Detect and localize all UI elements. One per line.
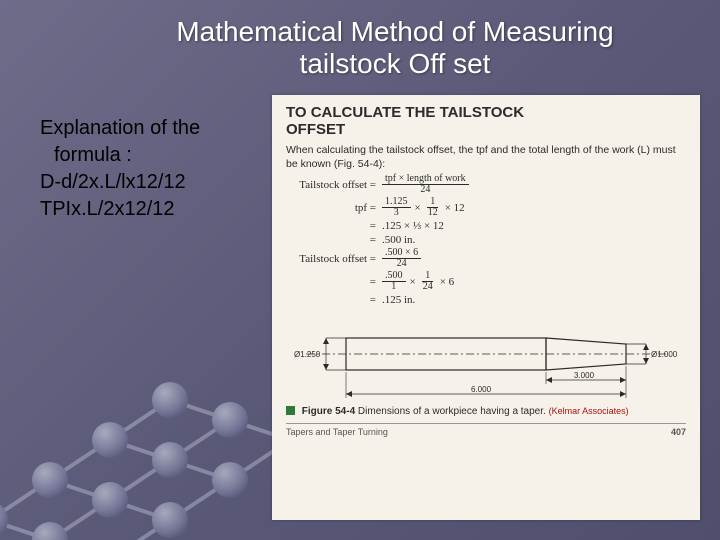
fraction: 1.125 3	[382, 197, 411, 218]
eq-rhs: .125 × ⅓ × 12	[382, 220, 444, 232]
figure-bullet-icon	[286, 406, 295, 415]
fraction: .500 × 6 24	[382, 248, 421, 269]
footer-page: 407	[671, 427, 686, 437]
left-formula2: TPIx.L/2x12/12	[40, 196, 260, 223]
excerpt-heading-line1: TO CALCULATE THE TAILSTOCK	[286, 104, 524, 121]
eq-lhs: Tailstock offset =	[286, 253, 376, 265]
title-line1: Mathematical Method of Measuring	[176, 16, 613, 47]
eq-rhs: 1.125 3 × 1 12 × 12	[382, 197, 465, 218]
footer-title: Tapers and Taper Turning	[286, 427, 388, 437]
slide: Mathematical Method of Measuring tailsto…	[0, 0, 720, 540]
fraction: .500 1	[382, 271, 406, 292]
eq-row: = .500 in.	[286, 234, 686, 246]
svg-text:3.000: 3.000	[574, 371, 595, 380]
page-footer: Tapers and Taper Turning 407	[286, 423, 686, 437]
svg-text:Ø1.250: Ø1.250	[294, 350, 321, 359]
figure-caption-text: Dimensions of a workpiece having a taper…	[358, 406, 546, 417]
left-explanation: Explanation of the formula : D-d/2x.L/lx…	[40, 115, 260, 223]
excerpt-heading: TO CALCULATE THE TAILSTOCK OFFSET	[286, 105, 686, 138]
eq-lhs: =	[286, 234, 376, 246]
eq-row: = .125 in.	[286, 294, 686, 306]
background-lattice	[0, 270, 300, 540]
left-heading2: formula :	[40, 142, 260, 169]
figure-source: (Kelmar Associates)	[549, 406, 629, 416]
eq-row: = .125 × ⅓ × 12	[286, 220, 686, 232]
eq-rhs: .125 in.	[382, 294, 415, 306]
eq-lhs: =	[286, 294, 376, 306]
eq-row: tpf = 1.125 3 × 1 12 × 12	[286, 197, 686, 218]
eq-rhs: .500 1 × 1 24 × 6	[382, 271, 454, 292]
eq-lhs: =	[286, 220, 376, 232]
eq-rhs: .500 × 6 24	[382, 248, 421, 269]
eq-rhs: .500 in.	[382, 234, 415, 246]
title-line2: tailstock Off set	[300, 48, 491, 79]
figure-svg: Ø1.250 Ø1.000 3.000	[286, 314, 686, 404]
eq-lhs: Tailstock offset =	[286, 179, 376, 191]
eq-row: = .500 1 × 1 24 × 6	[286, 271, 686, 292]
slide-title: Mathematical Method of Measuring tailsto…	[110, 16, 680, 80]
figure-caption: Figure 54-4 Dimensions of a workpiece ha…	[286, 406, 686, 417]
fraction: 1 12	[425, 197, 441, 218]
excerpt-heading-line2: OFFSET	[286, 121, 345, 138]
fraction: tpf × length of work 24	[382, 174, 469, 195]
left-formula1: D-d/2x.L/lx12/12	[40, 169, 260, 196]
eq-lhs: =	[286, 276, 376, 288]
left-heading: Explanation of the	[40, 115, 260, 142]
eq-lhs: tpf =	[286, 202, 376, 214]
svg-text:6.000: 6.000	[471, 385, 492, 394]
excerpt-intro: When calculating the tailstock offset, t…	[286, 144, 686, 171]
figure-label: Figure 54-4	[302, 406, 355, 417]
eq-rhs: tpf × length of work 24	[382, 174, 469, 195]
svg-text:Ø1.000: Ø1.000	[651, 350, 678, 359]
fraction: 1 24	[420, 271, 436, 292]
eq-row: Tailstock offset = .500 × 6 24	[286, 248, 686, 269]
figure-54-4: Ø1.250 Ø1.000 3.000	[286, 314, 686, 417]
textbook-excerpt: TO CALCULATE THE TAILSTOCK OFFSET When c…	[272, 95, 700, 520]
eq-row: Tailstock offset = tpf × length of work …	[286, 174, 686, 195]
